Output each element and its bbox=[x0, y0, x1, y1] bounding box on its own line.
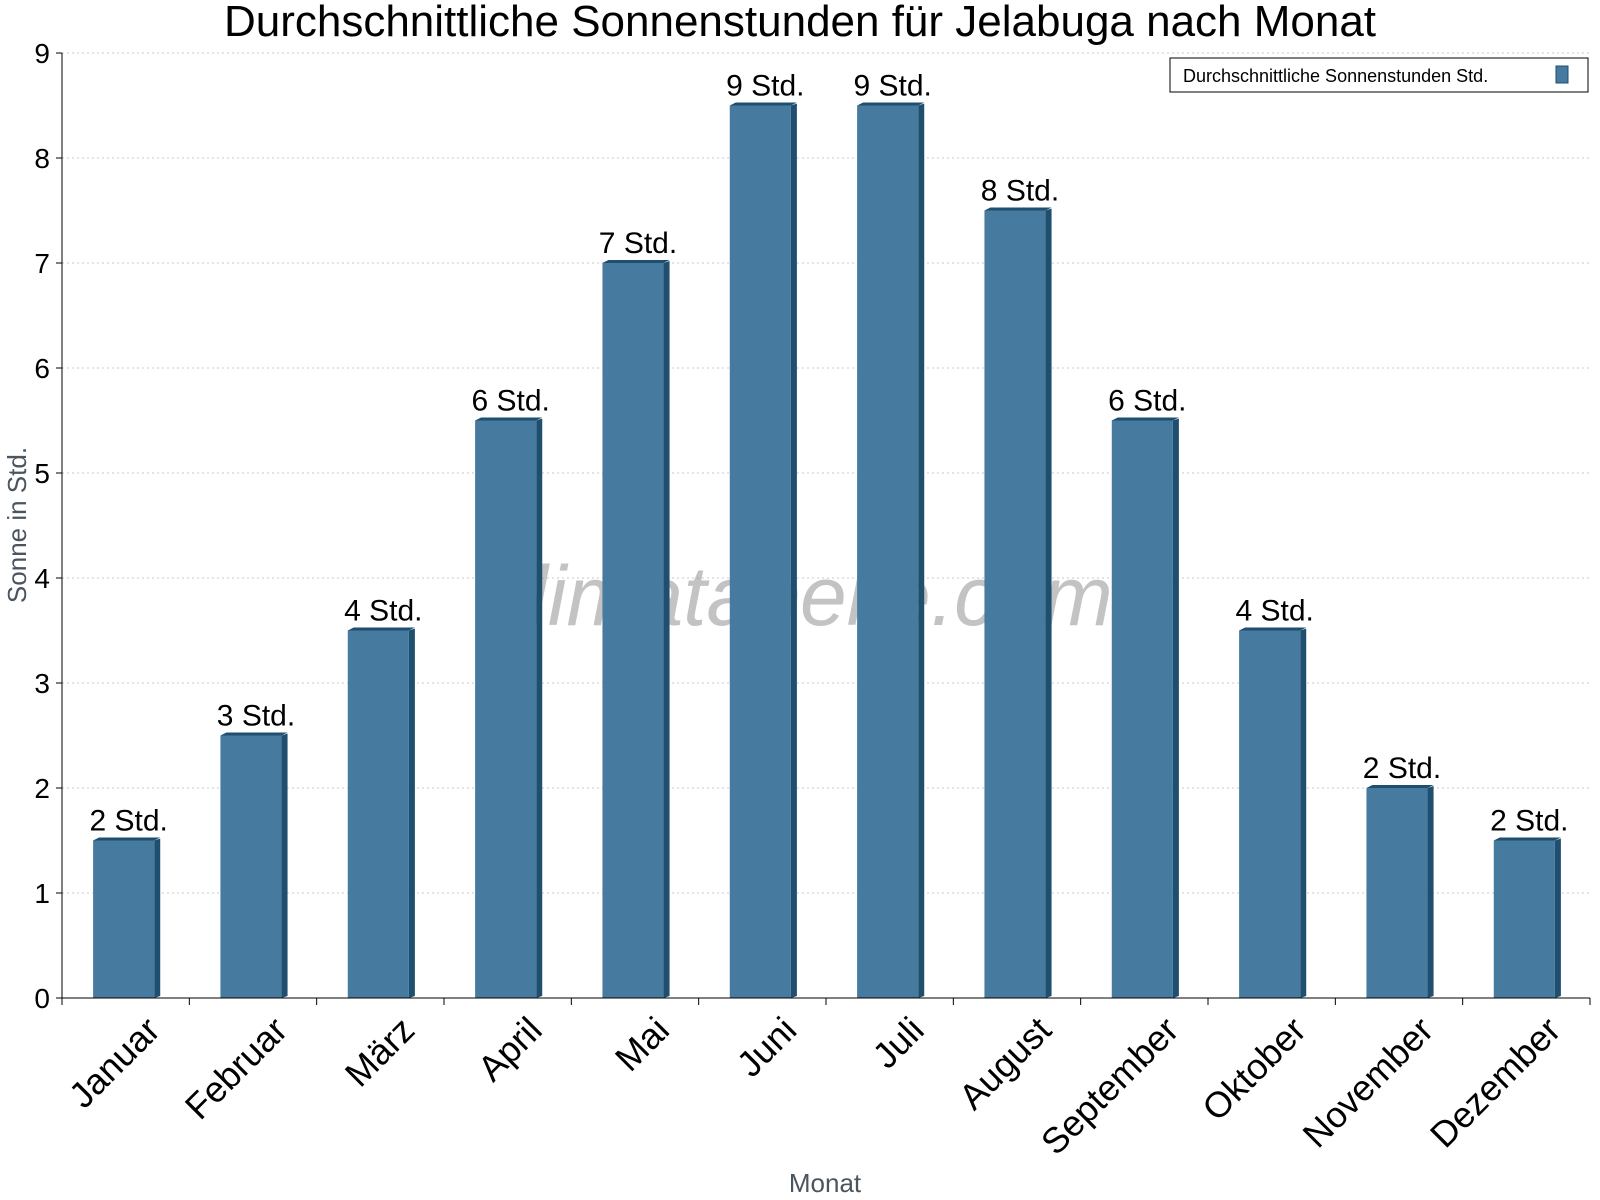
y-tick-label: 4 bbox=[34, 563, 50, 594]
bar bbox=[220, 735, 282, 998]
x-tick-label: März bbox=[337, 1009, 423, 1095]
y-tick-label: 9 bbox=[34, 38, 50, 69]
y-tick-label: 5 bbox=[34, 458, 50, 489]
x-tick-label: November bbox=[1295, 1009, 1441, 1155]
data-label: 6 Std. bbox=[471, 385, 549, 418]
y-tick-label: 7 bbox=[34, 248, 50, 279]
bar-side bbox=[281, 733, 288, 998]
x-axis-label: Monat bbox=[789, 1168, 862, 1198]
data-label: 2 Std. bbox=[1363, 752, 1441, 785]
bar bbox=[475, 420, 537, 998]
bar-side bbox=[1172, 418, 1179, 998]
data-label: 4 Std. bbox=[1235, 595, 1313, 628]
y-axis-label: Sonne in Std. bbox=[2, 447, 32, 603]
bar-side bbox=[1300, 628, 1307, 998]
bar-top bbox=[984, 207, 1052, 211]
data-label: 9 Std. bbox=[853, 70, 931, 103]
bar-side bbox=[154, 838, 161, 998]
bar bbox=[93, 840, 155, 998]
bar-top bbox=[93, 837, 161, 841]
bar bbox=[602, 263, 664, 998]
x-tick-label: Dezember bbox=[1422, 1009, 1568, 1155]
bar bbox=[1239, 630, 1301, 998]
x-tick-label: April bbox=[470, 1009, 550, 1089]
data-label: 2 Std. bbox=[1490, 805, 1568, 838]
y-tick-label: 2 bbox=[34, 773, 50, 804]
y-tick-label: 1 bbox=[34, 878, 50, 909]
x-tick-label: Januar bbox=[61, 1009, 168, 1116]
x-tick-label: Oktober bbox=[1194, 1009, 1314, 1129]
bar-side bbox=[1427, 786, 1434, 998]
bar-side bbox=[1554, 838, 1561, 998]
bar-top bbox=[1239, 627, 1307, 631]
bar bbox=[984, 210, 1046, 998]
y-tick-label: 0 bbox=[34, 983, 50, 1014]
bar-side bbox=[663, 261, 670, 998]
bar bbox=[857, 105, 919, 998]
data-label: 3 Std. bbox=[217, 700, 295, 733]
x-tick-label: Mai bbox=[607, 1009, 677, 1079]
bar-side bbox=[1045, 208, 1052, 998]
bars bbox=[93, 102, 1561, 998]
legend-box bbox=[1169, 57, 1589, 93]
bar-top bbox=[347, 627, 415, 631]
y-tick-label: 3 bbox=[34, 668, 50, 699]
bar-top bbox=[220, 732, 288, 736]
bar-side bbox=[536, 418, 543, 998]
data-label: 4 Std. bbox=[344, 595, 422, 628]
data-label: 2 Std. bbox=[89, 805, 167, 838]
data-label: 9 Std. bbox=[726, 70, 804, 103]
x-tick-label: Februar bbox=[177, 1009, 295, 1127]
bar bbox=[1111, 420, 1173, 998]
bar bbox=[1366, 788, 1428, 998]
bar-top bbox=[857, 102, 925, 106]
grid-lines bbox=[62, 52, 1590, 894]
x-tick-label: Juni bbox=[729, 1009, 805, 1085]
data-label: 7 Std. bbox=[599, 227, 677, 260]
bar bbox=[1493, 840, 1555, 998]
data-label: 6 Std. bbox=[1108, 385, 1186, 418]
bar-top bbox=[729, 102, 797, 106]
bar-top bbox=[602, 260, 670, 263]
bar-top bbox=[1111, 417, 1179, 421]
chart-title: Durchschnittliche Sonnenstunden für Jela… bbox=[224, 0, 1376, 46]
x-tick-label: August bbox=[951, 1009, 1059, 1117]
y-tick-label: 8 bbox=[34, 143, 50, 174]
bar bbox=[729, 105, 791, 998]
bar-side bbox=[918, 103, 925, 998]
data-labels: 2 Std. 3 Std. 4 Std. 6 Std. 7 Std. 9 Std. 9 St… bbox=[89, 70, 1568, 838]
legend: Durchschnittliche Sonnenstunden Std. bbox=[1169, 57, 1589, 93]
data-label: 8 Std. bbox=[981, 175, 1059, 208]
bar bbox=[347, 630, 409, 998]
y-tick-label: 6 bbox=[34, 353, 50, 384]
legend-swatch bbox=[1555, 65, 1569, 84]
bar-side bbox=[408, 628, 415, 998]
bar-side bbox=[790, 103, 797, 998]
x-tick-label: September bbox=[1033, 1009, 1187, 1163]
legend-label: Durchschnittliche Sonnenstunden Std. bbox=[1183, 66, 1488, 86]
bar-top bbox=[475, 417, 543, 421]
bar-top bbox=[1366, 785, 1434, 788]
x-tick-label: Juli bbox=[864, 1009, 931, 1076]
bar-top bbox=[1493, 837, 1561, 841]
